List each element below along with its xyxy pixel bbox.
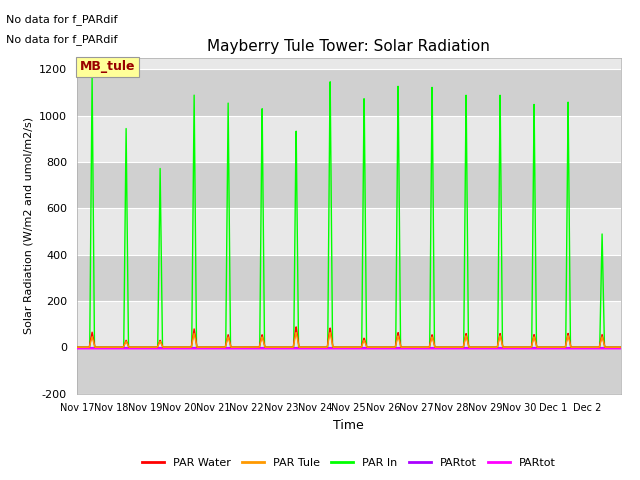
Text: No data for f_PARdif: No data for f_PARdif xyxy=(6,34,118,45)
Title: Mayberry Tule Tower: Solar Radiation: Mayberry Tule Tower: Solar Radiation xyxy=(207,39,490,54)
Bar xyxy=(77,162,621,208)
Bar xyxy=(77,254,621,301)
Text: MB_tule: MB_tule xyxy=(79,60,135,73)
Y-axis label: Solar Radiation (W/m2 and umol/m2/s): Solar Radiation (W/m2 and umol/m2/s) xyxy=(24,117,33,334)
X-axis label: Time: Time xyxy=(333,419,364,432)
Bar xyxy=(77,347,621,394)
Bar xyxy=(77,69,621,116)
Legend: PAR Water, PAR Tule, PAR In, PARtot, PARtot: PAR Water, PAR Tule, PAR In, PARtot, PAR… xyxy=(138,453,560,472)
Text: No data for f_PARdif: No data for f_PARdif xyxy=(6,14,118,25)
